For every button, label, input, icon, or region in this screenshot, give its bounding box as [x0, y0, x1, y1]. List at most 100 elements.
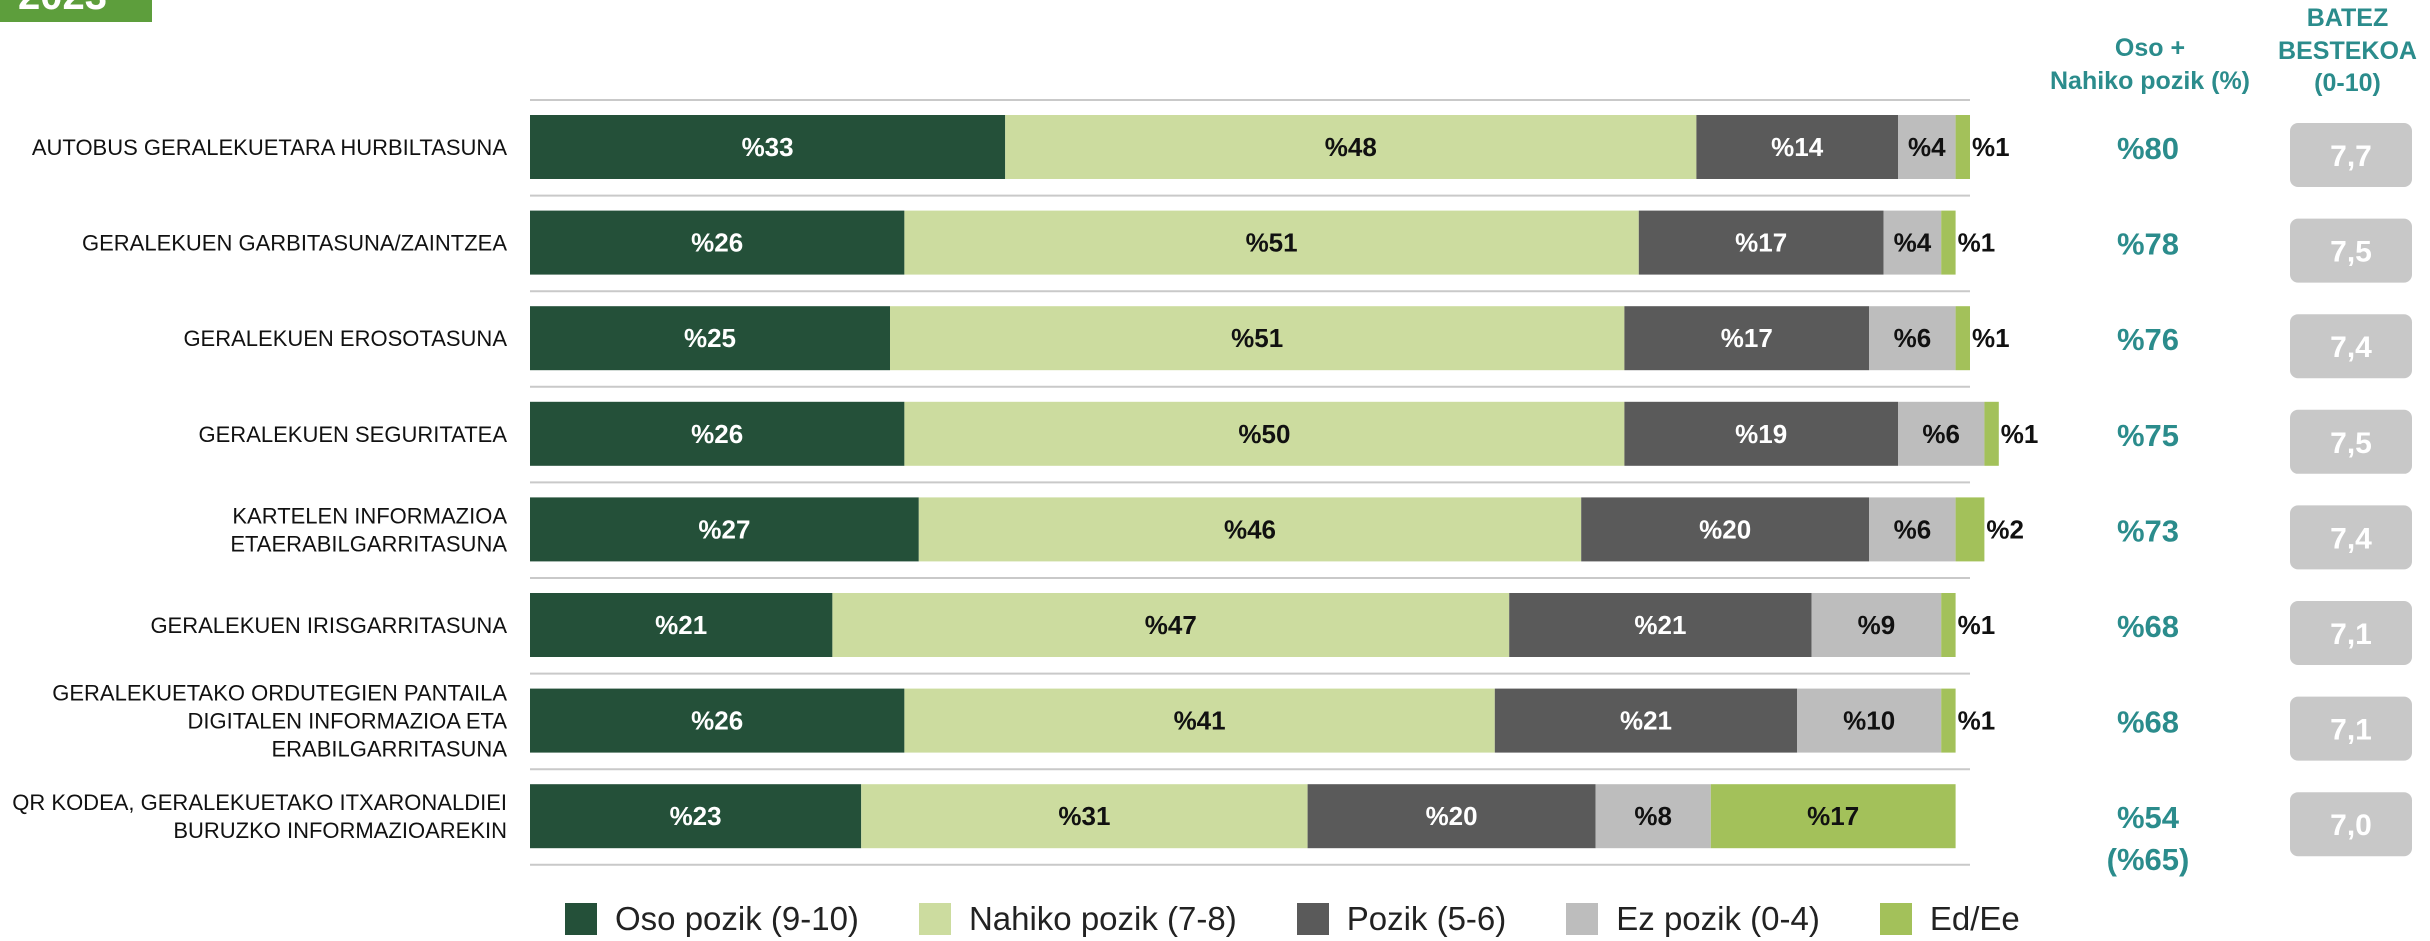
data-label: %4: [1908, 132, 1946, 162]
bar-segment: [1941, 688, 1956, 753]
data-label: %20: [1699, 514, 1751, 544]
legend-label: Oso pozik (9-10): [615, 900, 859, 937]
data-label: %41: [1174, 706, 1226, 736]
data-label: %1: [1972, 132, 2010, 162]
average-box: [2290, 792, 2412, 857]
legend-swatch: [1296, 903, 1329, 935]
average-box: [2290, 409, 2412, 474]
category-label: GERALEKUEN GARBITASUNA/ZAINTZEA: [82, 231, 507, 256]
average-value: 7,7: [2330, 140, 2372, 173]
data-label: %31: [1058, 801, 1110, 831]
bar-segment: [1624, 401, 1898, 466]
legend-swatch: [1879, 903, 1912, 935]
data-label: %21: [1634, 610, 1686, 640]
bar-segment: [530, 401, 905, 466]
bar-segment: [904, 401, 1625, 466]
data-label: %46: [1224, 514, 1276, 544]
average-value: 7,0: [2330, 809, 2372, 842]
category-label: AUTOBUS GERALEKUETARA HURBILTASUNA: [32, 135, 507, 160]
bar-segment: [904, 210, 1639, 275]
bar-segment: [530, 210, 905, 275]
bar-segment: [1955, 115, 1970, 179]
legend-label: Nahiko pozik (7-8): [968, 900, 1237, 937]
bar-segment: [1797, 688, 1942, 753]
legend-item: Nahiko pozik (7-8): [918, 900, 1237, 938]
bar-segment: [904, 688, 1495, 753]
bar-segment: [1509, 593, 1812, 657]
average-box: [2290, 218, 2412, 283]
satisfied-value: %78: [2117, 227, 2179, 262]
bar-segment: [1811, 593, 1942, 657]
data-label: %19: [1735, 419, 1787, 449]
data-label: %1: [1958, 228, 1996, 258]
legend-label: Pozik (5-6): [1346, 900, 1507, 937]
average-column-header: BATEZ BESTEKOA (0-10): [2278, 4, 2417, 97]
bar-segment: [1898, 115, 1956, 179]
satisfied-value: %54 (%65): [2107, 800, 2190, 877]
average-value: 7,4: [2330, 331, 2372, 364]
data-label: %4: [1894, 228, 1932, 258]
bar-segment: [530, 593, 833, 657]
bar-segment: [1941, 593, 1956, 657]
data-label: %48: [1325, 132, 1377, 162]
bar-segment: [832, 593, 1510, 657]
legend-label: Ez pozik (0-4): [1616, 900, 1820, 937]
average-box: [2290, 123, 2412, 187]
data-label: %21: [655, 610, 707, 640]
bar-segment: [1883, 210, 1942, 275]
satisfied-value: %73: [2117, 513, 2179, 548]
average-value: 7,1: [2330, 714, 2372, 747]
bar-segment: [1595, 784, 1711, 849]
data-label: %25: [684, 323, 736, 353]
average-value: 7,1: [2330, 618, 2372, 651]
data-label: %50: [1238, 419, 1290, 449]
bar-segment: [1898, 401, 1985, 466]
data-label: %17: [1807, 801, 1859, 831]
stacked-bar-chart: AUTOBUS GERALEKUETARA HURBILTASUNA %33 %48…: [12, 99, 2412, 877]
bar-segment: [1710, 784, 1956, 849]
data-label: %1: [1958, 706, 1996, 736]
satisfied-value: %68: [2117, 609, 2179, 644]
bar-segment: [1696, 115, 1898, 179]
data-label: %14: [1771, 132, 1824, 162]
data-label: %27: [698, 514, 750, 544]
data-label: %26: [691, 228, 743, 258]
data-label: %17: [1735, 228, 1787, 258]
bar-segment: [1984, 401, 1999, 466]
bar-segment: [530, 306, 890, 371]
data-label: %23: [670, 801, 722, 831]
category-label: GERALEKUEN IRISGARRITASUNA: [150, 613, 507, 638]
average-value: 7,4: [2330, 522, 2372, 555]
data-label: %10: [1843, 706, 1895, 736]
data-label: %21: [1620, 706, 1672, 736]
data-label: %2: [1986, 514, 2024, 544]
data-label: %33: [742, 132, 794, 162]
data-label: %26: [691, 419, 743, 449]
year-badge: 2023: [0, 0, 152, 22]
bar-segment: [1307, 784, 1596, 849]
bar-segment: [1955, 497, 1985, 562]
bar-segment: [1005, 115, 1697, 179]
legend-label: Ed/Ee: [1929, 900, 2020, 937]
data-label: %8: [1634, 801, 1672, 831]
data-label: %1: [1958, 610, 1996, 640]
legend-item: Ez pozik (0-4): [1566, 900, 1820, 938]
legend-item: Ed/Ee: [1879, 900, 2020, 938]
bar-segment: [890, 306, 1625, 371]
category-label: GERALEKUEN SEGURITATEA: [199, 422, 508, 447]
average-box: [2290, 314, 2412, 379]
data-label: %51: [1246, 228, 1298, 258]
data-label: %17: [1721, 323, 1773, 353]
average-box: [2290, 696, 2412, 761]
average-box: [2290, 505, 2412, 570]
legend-swatch: [1566, 903, 1599, 935]
data-label: %1: [1972, 323, 2010, 353]
satisfied-value: %80: [2117, 131, 2179, 166]
data-label: %20: [1426, 801, 1478, 831]
data-label: %6: [1922, 419, 1960, 449]
chart-legend: Oso pozik (9-10) Nahiko pozik (7-8) Pozik …: [565, 900, 2080, 938]
bar-segment: [1638, 210, 1884, 275]
bar-segment: [1869, 497, 1956, 562]
data-label: %47: [1145, 610, 1197, 640]
bar-segment: [1955, 306, 1970, 371]
